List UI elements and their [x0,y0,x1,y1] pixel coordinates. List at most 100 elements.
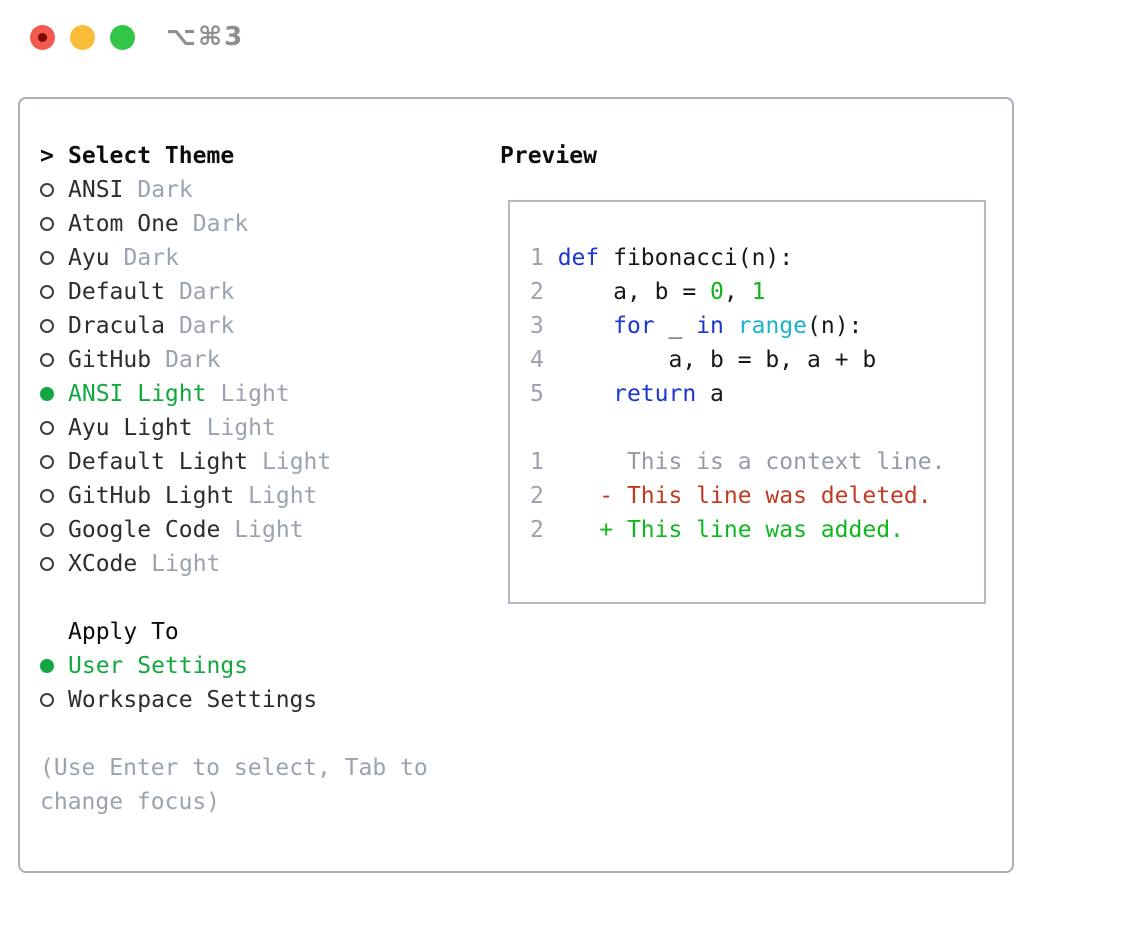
code-segment [544,517,599,543]
keyboard-hint: (Use Enter to select, Tab to change focus… [40,751,428,819]
recording-dot-icon [38,33,47,42]
code-segment: in [696,313,724,339]
close-button[interactable] [30,25,55,50]
theme-name: ANSI Light [68,381,207,407]
theme-name: Atom One [68,211,179,237]
radio-unselected-icon [40,523,54,537]
apply-option-workspace-settings[interactable]: Workspace Settings [40,683,317,717]
zoom-button[interactable] [110,25,135,50]
theme-picker-panel: > Select Theme ANSI Dark Atom One Dark Ayu Dark… [18,97,1014,873]
code-segment [544,381,613,407]
theme-variant: Light [248,483,318,509]
theme-option-google-code[interactable]: Google Code Light [40,513,331,547]
code-segment [724,313,738,339]
code-segment: def [557,245,600,271]
radio-unselected-icon [40,251,54,265]
code-segment: 1 [751,279,766,305]
theme-name: ANSI [68,177,124,203]
theme-name: GitHub [68,347,152,373]
code-segment: for [613,313,655,339]
code-segment: 1 [530,449,544,475]
radio-marker [40,693,68,707]
apply-to-header: Apply To [40,615,317,649]
theme-name: XCode [68,551,138,577]
select-theme-label: Select Theme [68,143,235,169]
code-segment: 2 [530,517,544,543]
code-segment: fibonacci(n): [599,245,794,271]
theme-option-xcode[interactable]: XCode Light [40,547,331,581]
code-segment: This is a context line. [626,449,946,475]
code-segment: , [723,279,752,305]
theme-variant: Dark [137,177,193,203]
code-line: 1 This is a context line. [530,445,984,479]
select-theme-header: > Select Theme [40,139,331,173]
apply-to-list: Apply To User Settings Workspace Settings [40,615,317,717]
theme-option-ayu-light[interactable]: Ayu Light Light [40,411,331,445]
apply-option-label: User Settings [68,653,249,679]
code-line: 3 for _ in range(n): [530,309,984,343]
apply-to-label: Apply To [68,619,179,645]
code-line: 2 - This line was deleted. [530,479,984,513]
code-line [530,411,984,445]
apply-option-user-settings[interactable]: User Settings [40,649,317,683]
window-title: ⌥⌘3 [166,22,245,52]
radio-unselected-icon [40,693,54,707]
code-segment: a, b = b, a + b [543,347,877,373]
code-segment: 3 [530,313,544,339]
code-segment: 5 [530,381,544,407]
radio-unselected-icon [40,217,54,231]
theme-option-atom-one[interactable]: Atom One Dark [40,207,331,241]
radio-marker [40,319,68,333]
theme-option-dracula[interactable]: Dracula Dark [40,309,331,343]
theme-variant: Dark [178,313,235,339]
theme-option-github-light[interactable]: GitHub Light Light [40,479,331,513]
theme-option-ansi[interactable]: ANSI Dark [40,173,331,207]
code-segment: 2 [530,483,544,509]
code-line: 2 a, b = 0, 1 [530,275,984,309]
code-segment: (n): [807,313,863,339]
theme-name: Default Light [68,449,249,475]
code-segment: 0 [710,279,724,305]
theme-name: Dracula [68,313,165,339]
theme-variant: Light [206,415,276,441]
radio-marker [40,387,68,401]
code-segment: + This line was added. [599,517,904,543]
code-line: 2 + This line was added. [530,513,984,547]
theme-option-ansi-light[interactable]: ANSI Light Light [40,377,331,411]
radio-unselected-icon [40,319,54,333]
theme-variant: Dark [178,279,235,305]
cursor-prompt-icon: > [40,143,54,169]
theme-variant: Light [220,381,290,407]
theme-variant: Dark [123,245,179,271]
radio-selected-icon [40,659,54,673]
theme-option-ayu[interactable]: Ayu Dark [40,241,331,275]
code-segment: a [696,381,724,407]
hint-line: change focus) [40,789,221,815]
theme-name: GitHub Light [68,483,235,509]
radio-marker [40,217,68,231]
theme-option-github[interactable]: GitHub Dark [40,343,331,377]
radio-marker [40,183,68,197]
radio-unselected-icon [40,353,54,367]
code-segment [544,483,599,509]
code-segment: 2 [530,279,544,305]
code-segment: 4 [530,347,544,373]
code-segment: return [613,381,697,407]
radio-unselected-icon [40,421,54,435]
theme-name: Ayu Light [68,415,193,441]
radio-unselected-icon [40,489,54,503]
theme-option-default-light[interactable]: Default Light Light [40,445,331,479]
theme-variant: Dark [192,211,249,237]
radio-marker [40,251,68,265]
theme-list: > Select Theme ANSI Dark Atom One Dark Ayu Dark… [40,139,331,581]
radio-marker [40,285,68,299]
code-line: 5 return a [530,377,984,411]
radio-unselected-icon [40,183,54,197]
window-titlebar: ⌥⌘3 [0,0,1140,74]
code-segment: range [737,313,808,339]
code-segment: a, b = [543,279,711,305]
theme-option-default[interactable]: Default Dark [40,275,331,309]
minimize-button[interactable] [70,25,95,50]
